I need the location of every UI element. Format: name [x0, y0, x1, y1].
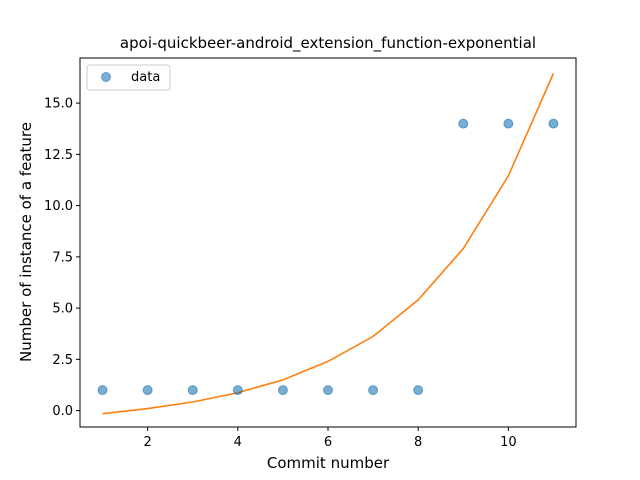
y-axis: 0.0 2.5 5.0 7.5 10.0 12.5 15.0 [44, 97, 80, 419]
data-point [142, 385, 153, 396]
legend: data [86, 64, 171, 91]
data-point [97, 385, 108, 396]
data-point [232, 385, 243, 396]
legend-marker-data [101, 72, 111, 82]
data-point [277, 385, 288, 396]
x-tick-label: 8 [414, 435, 422, 450]
data-point [458, 118, 469, 129]
data-point [323, 385, 333, 396]
x-tick-label: 10 [500, 435, 517, 450]
data-point [548, 118, 559, 129]
y-tick-label: 0.0 [52, 404, 73, 419]
plot-frame [79, 57, 577, 428]
y-axis-label: Number of instance of a feature [17, 122, 35, 362]
data-point [187, 385, 198, 396]
y-tick-label: 5.0 [52, 302, 73, 317]
y-tick-label: 15.0 [44, 97, 73, 112]
x-tick-label: 6 [324, 435, 332, 450]
data-point [503, 118, 514, 129]
legend-label-data: data [131, 70, 160, 85]
y-tick-label: 7.5 [52, 250, 73, 265]
data-point [368, 385, 379, 396]
plot-area [97, 73, 559, 415]
chart-title: apoi-quickbeer-android_extension_functio… [120, 34, 536, 53]
y-tick-label: 10.0 [44, 199, 73, 214]
y-tick-label: 2.5 [52, 353, 73, 368]
x-axis-label: Commit number [267, 454, 390, 472]
x-tick-label: 2 [143, 435, 151, 450]
data-point [413, 385, 424, 396]
y-tick-label: 12.5 [44, 148, 73, 163]
x-axis: 2 4 6 8 10 [143, 427, 517, 450]
fit-line [102, 73, 555, 415]
legend-box [86, 64, 171, 91]
x-tick-label: 4 [234, 435, 242, 450]
